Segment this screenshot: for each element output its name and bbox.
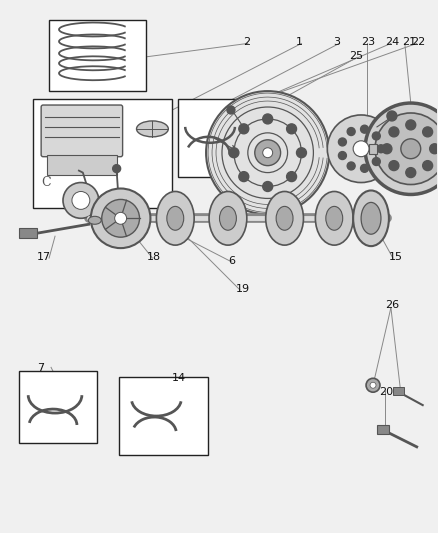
Text: 22: 22 [411, 37, 425, 47]
Circle shape [103, 204, 111, 212]
Circle shape [91, 189, 150, 248]
Ellipse shape [137, 121, 168, 137]
Ellipse shape [361, 203, 381, 234]
Text: 20: 20 [379, 387, 393, 397]
Bar [369, 144, 377, 154]
Text: 7: 7 [37, 364, 44, 374]
Circle shape [113, 165, 120, 173]
Ellipse shape [353, 190, 389, 246]
Circle shape [353, 141, 369, 157]
Circle shape [387, 111, 397, 121]
FancyBboxPatch shape [41, 105, 123, 157]
Bar [178, 99, 243, 176]
Circle shape [263, 114, 273, 124]
Bar [19, 228, 37, 238]
Circle shape [406, 120, 416, 130]
Circle shape [63, 182, 99, 219]
Bar [33, 99, 172, 208]
Circle shape [263, 148, 273, 158]
Text: 23: 23 [361, 37, 375, 47]
Circle shape [377, 145, 385, 153]
Text: 15: 15 [389, 252, 403, 262]
Circle shape [375, 113, 438, 184]
Circle shape [372, 158, 380, 166]
Circle shape [401, 139, 421, 159]
Bar [49, 20, 146, 91]
Circle shape [347, 162, 355, 170]
Text: C: C [41, 175, 51, 189]
Circle shape [297, 148, 307, 158]
Circle shape [423, 127, 433, 137]
Circle shape [389, 127, 399, 137]
Ellipse shape [276, 206, 293, 230]
Circle shape [115, 212, 127, 224]
Text: 2: 2 [243, 37, 250, 47]
Circle shape [263, 182, 273, 191]
Circle shape [366, 378, 380, 392]
Text: 6: 6 [228, 256, 235, 266]
Circle shape [227, 106, 235, 114]
Circle shape [406, 168, 416, 177]
Circle shape [286, 172, 297, 182]
Text: 24: 24 [385, 37, 399, 47]
Text: 19: 19 [236, 284, 250, 294]
Ellipse shape [209, 191, 247, 245]
Circle shape [339, 138, 346, 146]
Ellipse shape [266, 191, 304, 245]
Bar [19, 372, 97, 443]
Circle shape [239, 124, 249, 134]
Ellipse shape [315, 191, 353, 245]
Text: 14: 14 [172, 373, 187, 383]
Circle shape [372, 132, 380, 140]
Circle shape [365, 103, 438, 195]
Bar [119, 377, 208, 455]
Circle shape [102, 199, 140, 237]
Circle shape [382, 144, 392, 154]
Circle shape [239, 172, 249, 182]
Bar [47, 155, 117, 175]
Text: 18: 18 [146, 252, 161, 262]
Text: 25: 25 [349, 51, 363, 61]
Circle shape [347, 127, 355, 135]
Text: 21: 21 [402, 37, 416, 47]
Ellipse shape [167, 206, 184, 230]
Text: 1: 1 [296, 37, 303, 47]
Circle shape [229, 148, 239, 158]
Circle shape [389, 160, 399, 171]
Circle shape [206, 91, 329, 214]
Text: 26: 26 [385, 300, 399, 310]
Circle shape [423, 160, 433, 171]
Circle shape [339, 151, 346, 159]
Ellipse shape [219, 206, 237, 230]
Circle shape [327, 115, 395, 182]
Ellipse shape [326, 206, 343, 230]
Text: 3: 3 [333, 37, 340, 47]
Bar [377, 425, 389, 434]
Circle shape [286, 124, 297, 134]
Circle shape [360, 125, 368, 133]
Ellipse shape [156, 191, 194, 245]
Ellipse shape [88, 216, 101, 224]
Circle shape [430, 144, 438, 154]
Circle shape [360, 164, 368, 172]
Circle shape [72, 191, 90, 209]
Bar [393, 387, 404, 395]
Circle shape [370, 382, 376, 388]
Circle shape [255, 140, 281, 166]
Text: 17: 17 [37, 252, 51, 262]
